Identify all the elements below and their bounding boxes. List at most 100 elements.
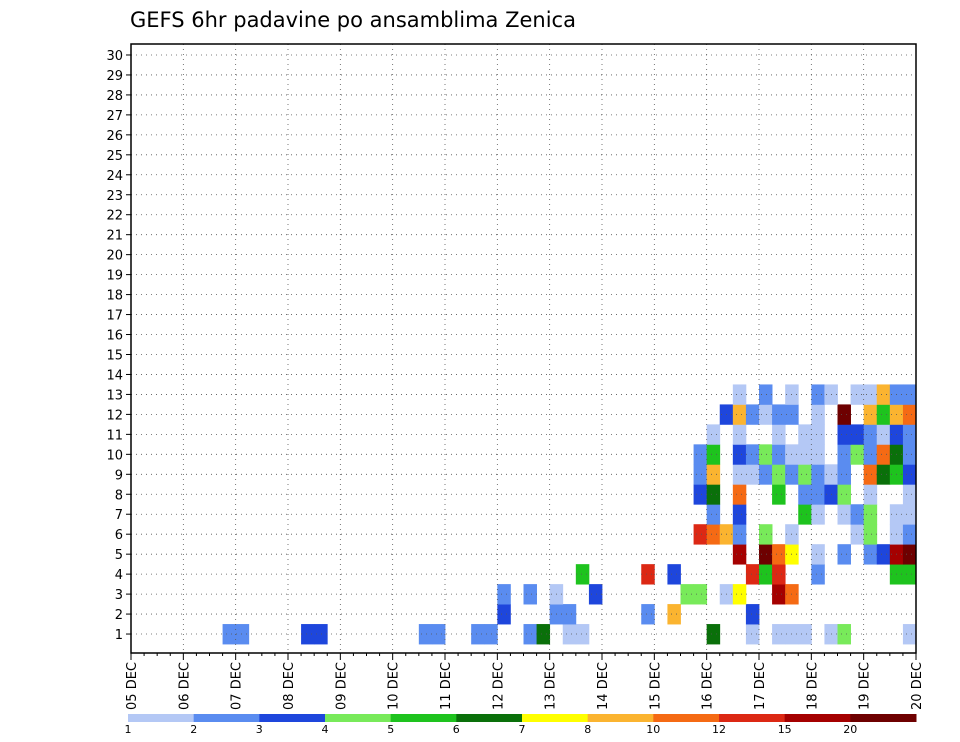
colorbar-swatch (390, 714, 457, 722)
y-tick-label: 5 (115, 548, 123, 563)
heat-cell (798, 444, 812, 465)
heat-cell (811, 444, 825, 465)
colorbar-label: 3 (256, 723, 263, 736)
heat-cell (863, 504, 878, 525)
x-tick-label: 11 DEC (439, 662, 454, 710)
heat-cell (706, 624, 721, 645)
colorbar-swatch (522, 714, 589, 722)
heat-cell (588, 584, 603, 605)
x-tick-label: 20 DEC (910, 662, 925, 710)
y-tick-label: 8 (115, 488, 123, 503)
x-axis-ticks: 05 DEC 06 DEC 07 DEC 08 DEC 09 DEC 10 DEC 11 D… (125, 653, 925, 710)
y-tick-label: 4 (115, 568, 123, 583)
y-tick-label: 21 (106, 229, 123, 244)
heat-cell (745, 564, 760, 585)
heat-cell (798, 424, 812, 445)
heat-cell (902, 384, 917, 405)
x-tick-label: 19 DEC (858, 662, 873, 710)
y-tick-label: 12 (106, 408, 123, 423)
y-tick-label: 6 (115, 528, 123, 543)
heat-cell (759, 464, 773, 485)
heat-cell (706, 444, 721, 465)
y-tick-label: 16 (106, 329, 123, 344)
heat-cell (575, 564, 590, 585)
y-tick-label: 24 (106, 169, 123, 184)
heat-cell (772, 464, 786, 485)
colorbar-swatch (653, 714, 720, 722)
heat-cell (902, 424, 917, 445)
heat-cell (706, 424, 721, 445)
heat-cell (693, 584, 708, 605)
y-tick-label: 17 (106, 309, 123, 324)
colorbar-label: 12 (712, 723, 726, 736)
heat-cell (902, 544, 917, 565)
colorbar-swatch (784, 714, 851, 722)
y-tick-label: 13 (106, 388, 123, 403)
heat-cell (641, 564, 655, 585)
colorbar-label: 6 (453, 723, 460, 736)
heat-cell (418, 624, 433, 645)
x-tick-label: 05 DEC (125, 662, 140, 710)
heat-cell (772, 544, 786, 565)
colorbar-label: 20 (843, 723, 857, 736)
heat-cell (759, 524, 773, 545)
colorbar-swatch (193, 714, 260, 722)
x-tick-label: 09 DEC (334, 662, 349, 710)
heat-cell (706, 464, 721, 485)
heat-cell (759, 544, 773, 565)
y-tick-label: 28 (106, 89, 123, 104)
heat-cell (811, 504, 825, 525)
heat-cell (902, 464, 917, 485)
heat-cell (523, 624, 537, 645)
heat-cell (431, 624, 446, 645)
heat-cell (301, 624, 315, 645)
heat-cell (222, 624, 237, 645)
heat-cell (484, 624, 498, 645)
heat-cell (772, 484, 786, 505)
heat-cell (641, 604, 655, 625)
colorbar-label: 15 (778, 723, 792, 736)
heat-cell (902, 404, 917, 425)
heat-cell (536, 624, 551, 645)
heat-cell (759, 444, 773, 465)
heat-cell (811, 384, 825, 405)
heat-cell (759, 404, 773, 425)
y-axis-ticks: 1234567891011121314151617181920212223242… (106, 49, 131, 643)
heat-cell (759, 384, 773, 405)
y-tick-label: 9 (115, 468, 123, 483)
colorbar-label: 8 (584, 723, 591, 736)
heat-cell (732, 584, 747, 605)
colorbar-swatch (259, 714, 326, 722)
heat-cell (863, 404, 878, 425)
heat-cell (562, 624, 577, 645)
colorbar-swatch (128, 714, 195, 722)
heat-cell (902, 504, 917, 525)
heat-cell (863, 384, 878, 405)
heat-cell (902, 564, 917, 585)
heat-cell (667, 604, 681, 625)
heat-cell (314, 624, 328, 645)
heat-cell (772, 564, 786, 585)
x-tick-label: 12 DEC (491, 662, 506, 710)
heat-cell (523, 584, 537, 605)
heat-cell (732, 524, 747, 545)
y-tick-label: 19 (106, 269, 123, 284)
x-tick-label: 13 DEC (544, 662, 559, 710)
heat-cell (745, 624, 760, 645)
chart-title: GEFS 6hr padavine po ansamblima Zenica (130, 8, 576, 32)
x-tick-label: 18 DEC (805, 662, 820, 710)
y-tick-label: 14 (106, 368, 123, 383)
heat-cell (706, 484, 721, 505)
x-tick-label: 15 DEC (648, 662, 663, 710)
y-tick-label: 10 (106, 448, 123, 463)
colorbar-swatch (719, 714, 786, 722)
heat-cell (850, 444, 865, 465)
heat-cell (772, 444, 786, 465)
heat-cell (745, 444, 760, 465)
colorbar: 1 2 3 4 5 6 7 8 10 12 15 20 (125, 714, 917, 736)
heat-cell (745, 404, 760, 425)
heat-cell (732, 504, 747, 525)
y-tick-label: 18 (106, 289, 123, 304)
heat-cell (732, 484, 747, 505)
colorbar-swatch (850, 714, 917, 722)
